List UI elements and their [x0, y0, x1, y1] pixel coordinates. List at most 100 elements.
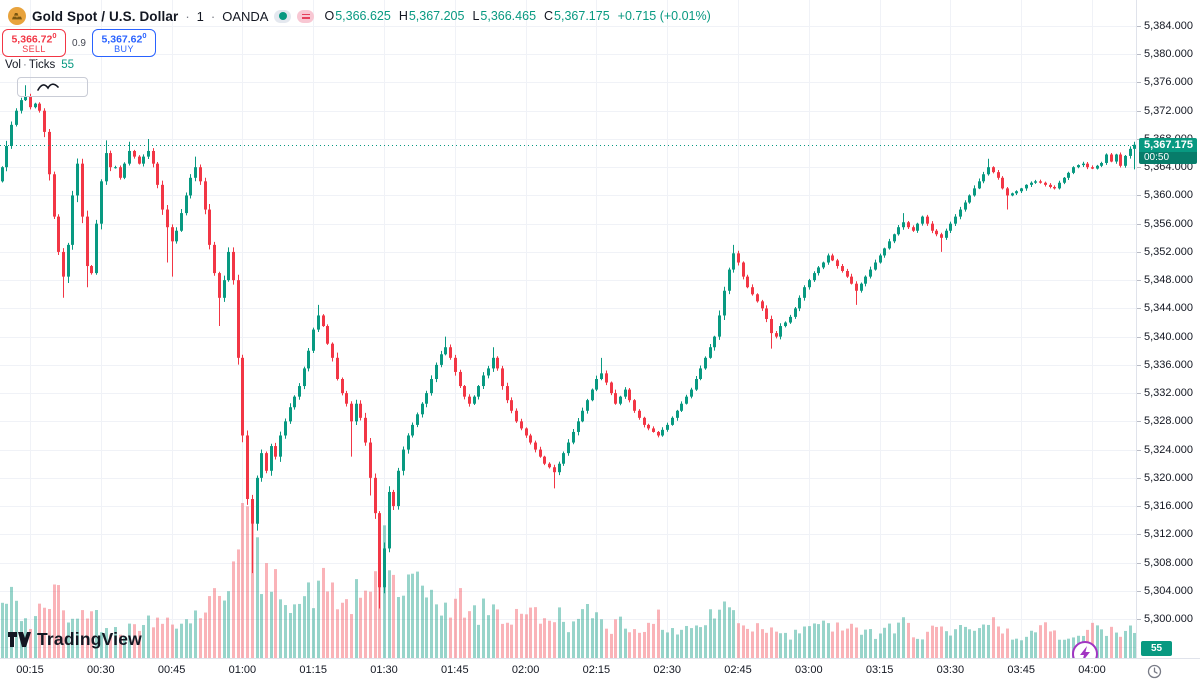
volume-bar	[827, 623, 830, 658]
candle-body	[661, 429, 664, 436]
candle-body	[397, 470, 400, 507]
volume-bar	[90, 611, 93, 658]
volume-bar	[48, 608, 51, 658]
buy-button[interactable]: 5,367.620 BUY	[92, 29, 156, 57]
timezone-clock-button[interactable]	[1143, 662, 1165, 680]
buy-price: 5,367.62	[101, 33, 143, 46]
volume-bar	[1115, 632, 1118, 658]
volume-bar	[397, 597, 400, 658]
sell-price: 5,366.72	[11, 33, 53, 46]
volume-bar	[964, 626, 967, 658]
candle-body	[407, 435, 410, 450]
clock-icon	[1147, 664, 1161, 678]
candle-body	[1015, 191, 1018, 194]
open-label: O	[324, 9, 335, 23]
time-axis[interactable]: 00:15 00:30 00:45 01:00 01:15 01:30 01:45 02:00…	[0, 658, 1200, 681]
candle-body	[680, 403, 683, 411]
volume-bar	[798, 633, 801, 658]
candle-body	[326, 326, 329, 344]
volume-bar	[95, 609, 98, 658]
price-axis-label: 5,364.000	[1144, 161, 1193, 174]
volume-bar	[949, 635, 952, 658]
candle-body	[482, 375, 485, 387]
price-axis-label: 5,376.000	[1144, 76, 1193, 89]
candle-body	[114, 167, 117, 169]
separator-dot: ·	[185, 8, 190, 24]
volume-bar	[350, 614, 353, 658]
volume-bar	[624, 628, 627, 658]
volume-bar	[1091, 622, 1094, 658]
price-axis[interactable]: 5,367.175 00:50 55 5,384.000 5,380.000 5,3…	[1136, 0, 1200, 658]
volume-bar	[1105, 635, 1108, 658]
candle-body	[562, 453, 565, 464]
tradingview-logo[interactable]: TradingView	[8, 629, 142, 650]
time-axis-label: 01:45	[441, 664, 469, 676]
volume-bar	[435, 604, 438, 658]
time-axis-label: 00:45	[157, 664, 186, 676]
volume-bar	[345, 599, 348, 658]
volume-bar	[185, 619, 188, 658]
volume-bar	[577, 618, 580, 658]
volume-bar	[652, 623, 655, 658]
last-price-badge: 5,367.175 00:50	[1139, 138, 1197, 164]
tradingview-wordmark: TradingView	[37, 629, 142, 649]
volume-bar	[492, 604, 495, 658]
candle-body	[619, 396, 622, 404]
volume-bar	[543, 618, 546, 658]
lightning-icon[interactable]	[1072, 641, 1098, 658]
symbol-legend[interactable]: Gold Spot / U.S. Dollar · 1 · OANDA O 5,3…	[8, 6, 711, 26]
candle-body	[303, 368, 306, 387]
candle-body	[138, 156, 141, 164]
candle-body	[978, 181, 981, 189]
volume-bar	[1096, 625, 1099, 658]
bar-countdown: 00:50	[1139, 152, 1197, 164]
volume-bar	[581, 609, 584, 658]
volume-bar	[369, 591, 372, 658]
symbol-name[interactable]: Gold Spot / U.S. Dollar	[32, 8, 179, 24]
candle-body	[416, 414, 419, 425]
market-status-icon[interactable]	[274, 9, 292, 23]
volume-bar	[869, 629, 872, 658]
candle-body	[931, 223, 934, 231]
volume-bar	[666, 632, 669, 658]
candle-body	[529, 435, 532, 443]
candle-body	[548, 463, 551, 468]
chart-pane[interactable]: Gold Spot / U.S. Dollar · 1 · OANDA O 5,3…	[0, 0, 1136, 658]
volume-bar	[298, 603, 301, 658]
candle-body	[746, 276, 749, 288]
volume-bar	[997, 626, 1000, 658]
candle-body	[992, 167, 995, 173]
volume-bar	[449, 617, 452, 658]
volume-bar	[175, 628, 178, 658]
ideas-icon[interactable]	[297, 9, 315, 23]
volume-bar	[968, 629, 971, 658]
price-axis-tick	[1137, 421, 1141, 422]
candle-body	[860, 283, 863, 291]
candle-body	[1058, 182, 1061, 189]
price-axis-label: 5,324.000	[1144, 443, 1193, 456]
candle-body	[1006, 188, 1009, 196]
sell-button[interactable]: 5,366.720 SELL	[2, 29, 66, 57]
candle-body	[477, 386, 480, 397]
candle-body	[1072, 167, 1075, 173]
price-axis-label: 5,380.000	[1144, 48, 1193, 61]
candle-body	[1100, 162, 1103, 166]
price-axis-tick	[1137, 224, 1141, 225]
candle-body	[53, 174, 56, 217]
time-axis-label: 00:15	[16, 664, 44, 676]
timeframe[interactable]: 1	[196, 8, 204, 24]
volume-bar	[770, 627, 773, 658]
candle-body	[600, 373, 603, 379]
volume-indicator-legend[interactable]: Vol · Ticks 55	[5, 59, 74, 71]
volume-bar	[548, 620, 551, 658]
exchange-name[interactable]: OANDA	[222, 8, 269, 24]
open-value: 5,366.625	[335, 9, 391, 23]
volume-bar	[765, 632, 768, 658]
price-axis-label: 5,360.000	[1144, 189, 1193, 202]
price-axis-tick	[1137, 393, 1141, 394]
volume-bar	[600, 619, 603, 658]
close-value: 5,367.175	[554, 9, 610, 23]
volume-bar	[982, 624, 985, 658]
ohlc-readout: O 5,366.625 H 5,367.205 L 5,366.465 C 5,367.…	[324, 9, 710, 23]
candle-body	[1025, 184, 1028, 189]
